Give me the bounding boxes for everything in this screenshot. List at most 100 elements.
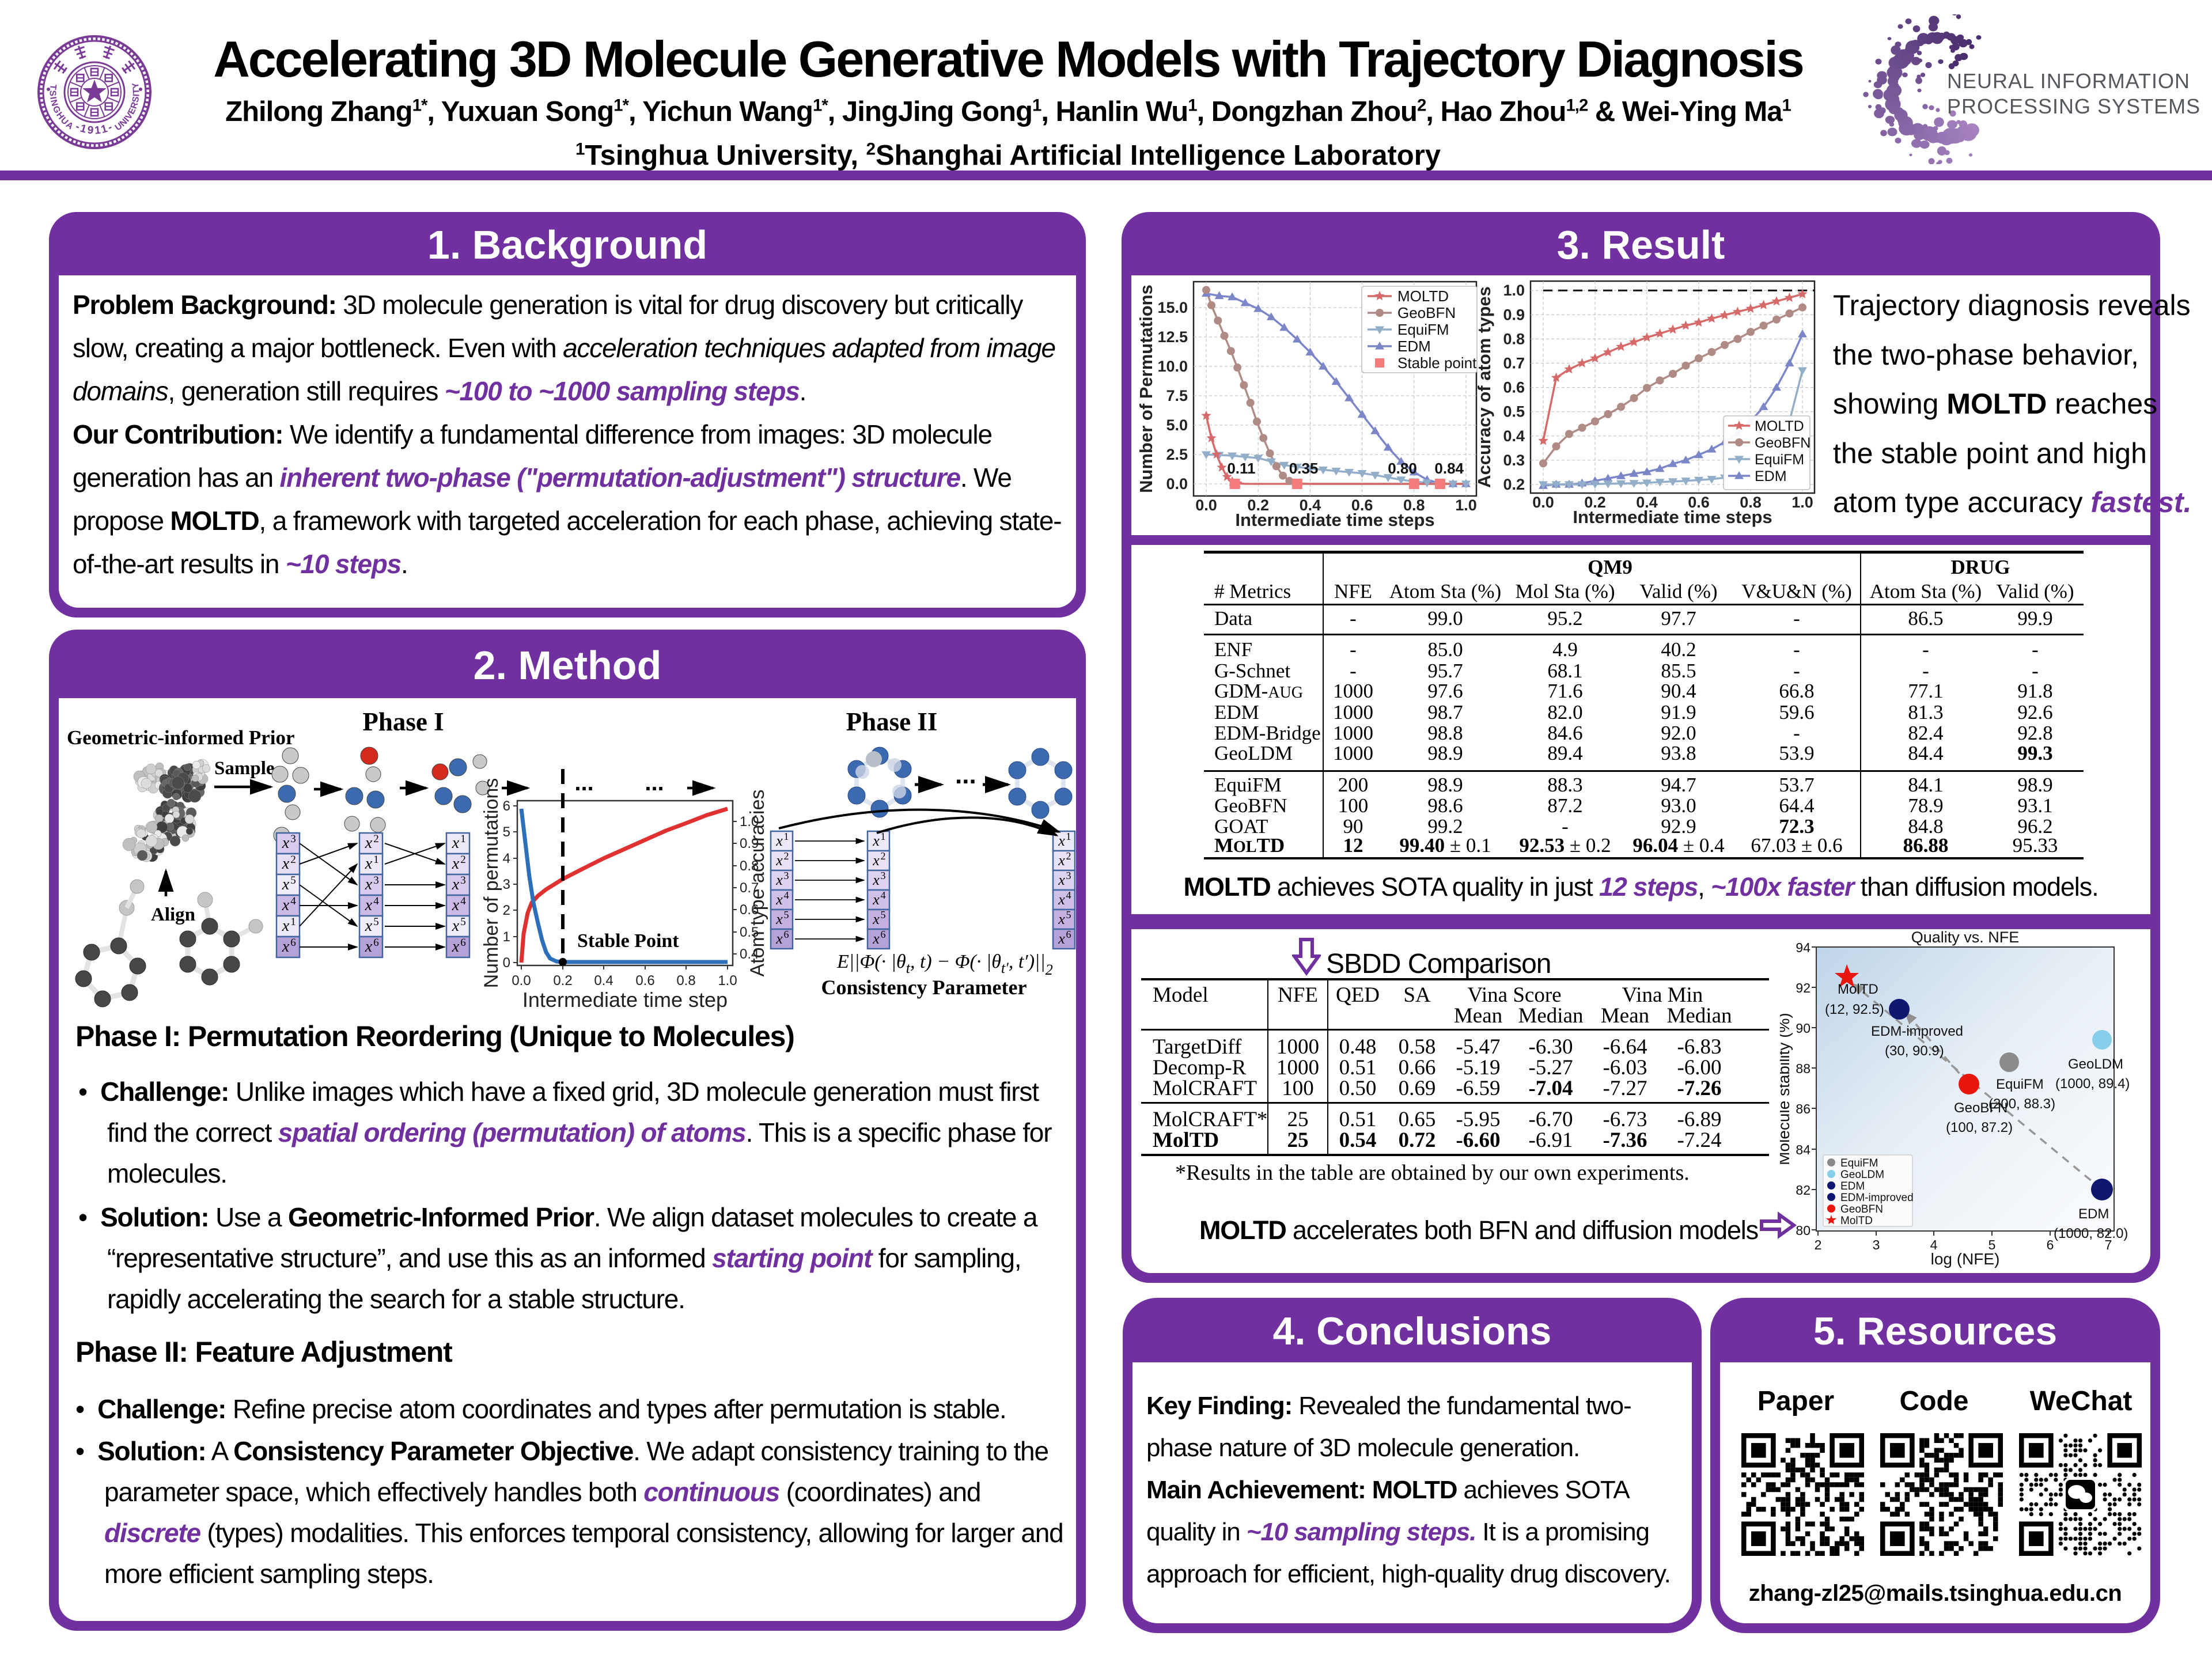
svg-text:x: x: [775, 911, 783, 927]
svg-text:3: 3: [881, 870, 886, 881]
svg-text:PROCESSING SYSTEMS: PROCESSING SYSTEMS: [1947, 94, 2200, 118]
svg-text:0.3: 0.3: [1503, 452, 1525, 469]
svg-text:0.6: 0.6: [1351, 497, 1373, 514]
svg-text:0.9: 0.9: [740, 836, 759, 851]
svg-text:GeoBFN: GeoBFN: [1954, 1100, 2008, 1116]
svg-text:Sample: Sample: [214, 758, 275, 779]
svg-text:1: 1: [460, 833, 466, 845]
svg-text:1: 1: [1066, 831, 1071, 842]
svg-text:3: 3: [1873, 1237, 1880, 1252]
svg-text:4: 4: [460, 895, 466, 907]
svg-text:E||Φ(· |θt, t) − Φ(· |θt′, t′): E||Φ(· |θt, t) − Φ(· |θt′, t′)||2: [836, 951, 1053, 978]
svg-text:1: 1: [290, 916, 296, 928]
svg-text:x: x: [1058, 911, 1065, 927]
svg-text:1: 1: [503, 929, 510, 945]
svg-text:5: 5: [503, 824, 510, 840]
svg-text:x: x: [872, 930, 880, 947]
svg-text:1.0: 1.0: [1503, 282, 1525, 299]
svg-text:92: 92: [1796, 980, 1810, 995]
svg-text:4: 4: [1930, 1237, 1938, 1252]
svg-text:x: x: [1058, 930, 1065, 947]
svg-text:EquiFM: EquiFM: [1840, 1157, 1878, 1169]
svg-text:4: 4: [881, 889, 886, 901]
svg-text:x: x: [1058, 891, 1065, 908]
svg-text:3: 3: [784, 870, 789, 881]
svg-text:x: x: [452, 938, 460, 956]
svg-text:2: 2: [460, 854, 466, 866]
svg-text:2: 2: [881, 850, 886, 862]
svg-text:1: 1: [373, 854, 379, 866]
svg-text:0.2: 0.2: [1247, 497, 1269, 514]
svg-text:x: x: [452, 855, 460, 873]
svg-text:0.0: 0.0: [1532, 494, 1554, 511]
svg-text:2: 2: [784, 850, 789, 862]
svg-text:MolTD: MolTD: [1840, 1215, 1873, 1227]
svg-text:Number of permutations: Number of permutations: [480, 778, 502, 988]
svg-text:0.8: 0.8: [740, 858, 759, 874]
svg-text:2: 2: [373, 833, 379, 845]
svg-text:EDM: EDM: [1840, 1180, 1865, 1192]
svg-text:(1000, 82.0): (1000, 82.0): [2054, 1226, 2128, 1241]
svg-text:x: x: [775, 930, 783, 947]
svg-text:5: 5: [460, 916, 466, 928]
svg-text:5: 5: [373, 916, 379, 928]
svg-text:x: x: [365, 834, 373, 852]
svg-text:86: 86: [1796, 1101, 1810, 1116]
svg-text:6: 6: [2047, 1237, 2054, 1252]
svg-text:x: x: [365, 938, 373, 956]
svg-text:2: 2: [1066, 850, 1071, 862]
svg-text:4: 4: [290, 895, 296, 907]
svg-text:0.7: 0.7: [740, 880, 759, 896]
svg-text:GeoBFN: GeoBFN: [1397, 304, 1456, 321]
svg-text:EDM-improved: EDM-improved: [1840, 1192, 1914, 1204]
svg-text:(12, 92.5): (12, 92.5): [1825, 1002, 1884, 1017]
svg-text:6: 6: [290, 937, 296, 949]
svg-text:3: 3: [290, 833, 296, 845]
svg-text:6: 6: [460, 937, 466, 949]
svg-text:6: 6: [1066, 929, 1071, 940]
svg-text:...: ...: [574, 770, 593, 796]
svg-text:0.0: 0.0: [1166, 475, 1188, 493]
svg-text:2: 2: [503, 903, 510, 918]
svg-text:x: x: [872, 891, 880, 908]
svg-text:5.0: 5.0: [1166, 416, 1188, 434]
svg-text:Intermediate time steps: Intermediate time steps: [1573, 507, 1772, 527]
svg-text:x: x: [1058, 872, 1065, 888]
svg-text:12.5: 12.5: [1157, 328, 1188, 346]
svg-text:x: x: [1058, 832, 1065, 849]
svg-text:(100, 87.2): (100, 87.2): [1946, 1120, 2013, 1135]
svg-text:x: x: [365, 876, 373, 893]
svg-text:Molecule stability (%): Molecule stability (%): [1780, 1013, 1793, 1165]
svg-text:EDM: EDM: [1755, 468, 1787, 484]
svg-text:6: 6: [503, 798, 510, 814]
svg-text:0.0: 0.0: [512, 973, 531, 988]
svg-text:...: ...: [955, 761, 976, 789]
svg-text:1.0: 1.0: [1455, 497, 1477, 514]
svg-text:0.2: 0.2: [1503, 476, 1525, 493]
svg-text:0: 0: [503, 955, 510, 971]
svg-text:Atom type accuracies: Atom type accuracies: [747, 789, 768, 976]
svg-text:7.5: 7.5: [1166, 387, 1188, 404]
svg-text:3: 3: [373, 874, 379, 887]
svg-text:Quality vs. NFE: Quality vs. NFE: [1911, 929, 2020, 946]
svg-text:Phase II: Phase II: [846, 707, 938, 736]
svg-text:x: x: [282, 896, 290, 914]
svg-text:5: 5: [290, 874, 296, 887]
svg-text:GeoBFN: GeoBFN: [1755, 435, 1810, 451]
svg-text:3: 3: [460, 874, 466, 887]
svg-text:0.2: 0.2: [553, 973, 572, 988]
svg-text:0.84: 0.84: [1434, 460, 1464, 477]
svg-text:0.8: 0.8: [1503, 330, 1525, 347]
svg-text:Geometric-informed Prior: Geometric-informed Prior: [67, 726, 295, 749]
svg-text:EquiFM: EquiFM: [1996, 1077, 2044, 1092]
svg-text:4: 4: [1066, 889, 1071, 901]
svg-text:x: x: [1058, 852, 1065, 869]
svg-text:EquiFM: EquiFM: [1755, 452, 1804, 468]
svg-text:0.4: 0.4: [1503, 427, 1525, 445]
svg-text:1: 1: [784, 831, 789, 842]
svg-text:x: x: [775, 872, 783, 888]
svg-text:Intermediate time step: Intermediate time step: [522, 988, 728, 1012]
svg-text:6: 6: [373, 937, 379, 949]
svg-text:0.6: 0.6: [635, 973, 654, 988]
svg-text:x: x: [452, 896, 460, 914]
